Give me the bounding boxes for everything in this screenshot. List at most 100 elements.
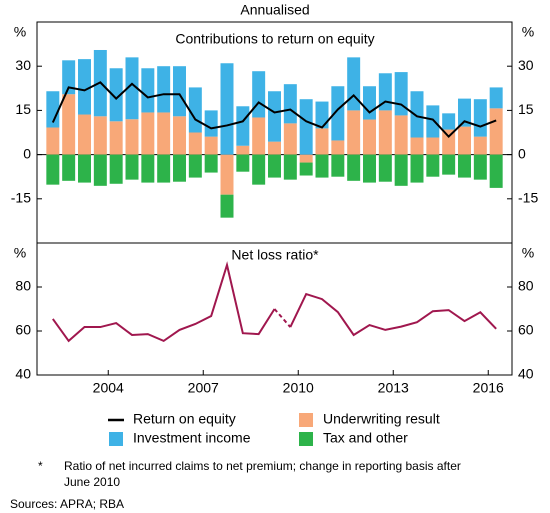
bar [347, 154, 361, 181]
bar [473, 99, 487, 137]
bar [458, 154, 471, 178]
bar [157, 66, 171, 113]
y-tick-label: 0 [23, 145, 31, 161]
y-tick-label: -15 [11, 190, 31, 206]
legend-label: Investment income [133, 430, 251, 446]
bar [268, 141, 281, 155]
bar [299, 162, 313, 176]
bar [204, 110, 218, 137]
bar [410, 154, 424, 183]
bar [78, 59, 91, 115]
bar [363, 86, 376, 120]
bar [188, 132, 202, 155]
footnote-marker: * [38, 459, 43, 473]
bar [46, 91, 60, 128]
bar [299, 154, 313, 163]
y-unit: % [14, 24, 26, 40]
bar [347, 57, 361, 111]
legend-label: Return on equity [133, 411, 236, 427]
bar [62, 154, 76, 181]
legend-swatch [299, 413, 313, 427]
bar [331, 154, 345, 177]
bar [410, 91, 424, 138]
bar [363, 119, 376, 155]
y-tick-label: 60 [15, 322, 31, 338]
bar [394, 115, 408, 155]
sources: Sources: APRA; RBA [10, 497, 125, 511]
bar [252, 154, 266, 185]
bar [220, 194, 234, 218]
bar [109, 154, 123, 184]
legend-label: Underwriting result [323, 411, 440, 427]
bar [299, 99, 313, 155]
bar [489, 87, 503, 109]
bar [173, 66, 186, 117]
bar [331, 86, 345, 141]
bar [378, 154, 392, 182]
y-tick-label: 30 [15, 57, 31, 73]
y-tick-label: 40 [518, 366, 534, 382]
x-tick-label: 2016 [473, 380, 504, 396]
bar [410, 137, 424, 155]
bar [315, 154, 329, 178]
y-tick-label: 40 [15, 366, 31, 382]
bar [62, 94, 76, 155]
line [273, 308, 292, 328]
y-unit: % [14, 245, 26, 261]
y-unit: % [522, 245, 534, 261]
bar [442, 113, 456, 130]
y-tick-label: 30 [518, 57, 534, 73]
bar [157, 112, 171, 155]
bar [173, 154, 186, 182]
bar [283, 84, 297, 124]
bar [46, 154, 60, 185]
bar [125, 119, 139, 155]
x-tick-label: 2007 [188, 380, 219, 396]
plot-frame [36, 21, 513, 376]
bar [236, 154, 250, 172]
x-tick-label: 2010 [283, 380, 314, 396]
bar [109, 121, 123, 155]
bar [489, 108, 503, 155]
bar [220, 63, 234, 155]
bar [46, 127, 60, 155]
chart-title: Annualised [240, 2, 309, 18]
bar [125, 57, 139, 120]
y-tick-label: 80 [518, 278, 534, 294]
bar [78, 114, 91, 155]
bar [62, 60, 76, 95]
legend-swatch [109, 432, 123, 446]
bar [283, 123, 297, 155]
bar [442, 154, 456, 175]
bar [458, 126, 471, 155]
y-tick-label: -15 [518, 190, 538, 206]
panel-title: Contributions to return on equity [175, 31, 374, 47]
bar [283, 154, 297, 180]
bar [220, 154, 234, 195]
bar [204, 154, 218, 173]
bar [109, 68, 123, 122]
bar [378, 110, 392, 155]
bar [473, 154, 487, 180]
bar [378, 73, 392, 111]
bar [204, 136, 218, 155]
y-tick-label: 0 [518, 145, 526, 161]
bar [125, 154, 139, 180]
bar [442, 129, 456, 155]
bar [173, 116, 186, 155]
bar [252, 117, 266, 155]
bar [394, 154, 408, 186]
x-tick-label: 2004 [93, 380, 124, 396]
bar [141, 154, 155, 183]
bar [252, 71, 266, 118]
bar [426, 154, 440, 177]
bar [315, 101, 329, 129]
bar [268, 154, 281, 178]
line [52, 261, 276, 343]
y-unit: % [522, 24, 534, 40]
bar [236, 106, 250, 146]
bar [347, 110, 361, 155]
bar [363, 154, 376, 183]
bar [93, 154, 107, 186]
panel-title: Net loss ratio* [231, 247, 319, 263]
